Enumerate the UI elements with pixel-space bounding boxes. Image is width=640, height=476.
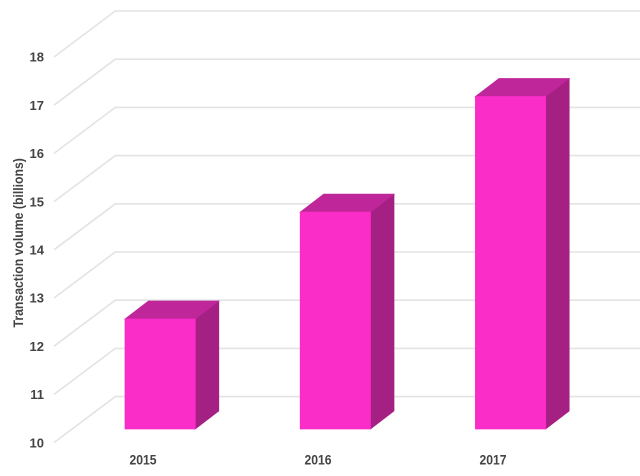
svg-text:15: 15 xyxy=(30,194,44,209)
svg-text:13: 13 xyxy=(30,291,44,306)
svg-text:Transaction volume (billions): Transaction volume (billions) xyxy=(10,158,26,327)
svg-text:14: 14 xyxy=(30,243,45,258)
svg-text:12: 12 xyxy=(30,339,44,354)
svg-text:16: 16 xyxy=(30,146,44,161)
svg-text:18: 18 xyxy=(30,50,44,65)
svg-text:17: 17 xyxy=(30,98,44,113)
svg-text:10: 10 xyxy=(30,435,44,450)
svg-text:2017: 2017 xyxy=(479,452,506,468)
svg-text:11: 11 xyxy=(30,387,44,402)
svg-text:2016: 2016 xyxy=(304,452,331,468)
svg-text:2015: 2015 xyxy=(129,452,156,468)
